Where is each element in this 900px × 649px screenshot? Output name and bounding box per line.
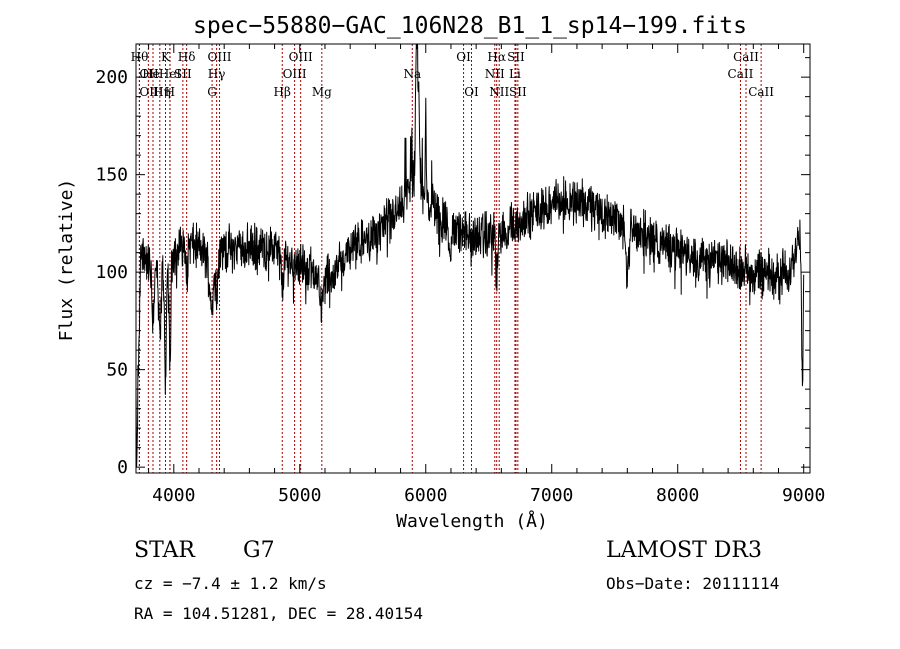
reference-line-label: OI: [456, 50, 471, 64]
x-tick-label: 4000: [152, 485, 195, 506]
chart-title: spec−55880−GAC_106N28_B1_1_sp14−199.fits: [193, 13, 747, 39]
plot-frame: [135, 43, 811, 474]
y-tick-label: 100: [95, 262, 128, 283]
reference-line-label: SII: [509, 85, 527, 99]
x-tick-label: 6000: [404, 485, 447, 506]
reference-line-label: H: [165, 85, 175, 99]
reference-line-label: Mg: [312, 85, 332, 99]
redshift-velocity: cz = −7.4 ± 1.2 km/s: [134, 574, 327, 593]
sky-coordinates: RA = 104.51281, DEC = 28.40154: [134, 604, 423, 623]
y-tick-label: 50: [106, 360, 128, 381]
reference-line-label: Hθ: [131, 50, 149, 64]
reference-line-label: OIII: [207, 50, 231, 64]
y-tick-label: 200: [95, 67, 128, 88]
object-class: STAR: [134, 538, 195, 563]
reference-line-label: OIII: [289, 50, 313, 64]
reference-line-label: Hη: [153, 85, 171, 99]
x-tick-label: 8000: [656, 485, 699, 506]
reference-line-label: CaII: [733, 50, 759, 64]
y-axis-label: Flux (relative): [56, 179, 77, 342]
y-tick-label: 0: [117, 457, 128, 478]
reference-line-label: OIII: [283, 67, 307, 81]
axis-tick-labels: 4000 5000 6000 7000 8000 9000 0 50 100 150 200: [95, 67, 825, 506]
reference-line-label: HeI: [159, 67, 182, 81]
reference-line-label: K: [161, 50, 171, 64]
reference-line-label: He: [142, 67, 160, 81]
spectrum-line: [135, 43, 805, 468]
reference-line-label: Na: [403, 67, 421, 81]
reference-line-label: Hβ: [274, 85, 291, 99]
reference-lines: [138, 44, 762, 473]
spectral-subclass: G7: [243, 538, 275, 563]
reference-line-label: NII: [489, 85, 509, 99]
observation-date: Obs−Date: 20111114: [606, 574, 780, 593]
reference-line-label: Hα: [487, 50, 506, 64]
y-tick-label: 150: [95, 165, 128, 186]
reference-line-label: OIII: [139, 85, 163, 99]
reference-line-label: CaII: [748, 85, 774, 99]
survey-name: LAMOST DR3: [606, 538, 762, 563]
spectrum-series: [135, 43, 805, 468]
reference-line-label: NII: [485, 67, 505, 81]
reference-line-label: G: [207, 85, 217, 99]
reference-line-label: Hδ: [178, 50, 196, 64]
reference-line-label: Li: [509, 67, 521, 81]
reference-line-label: Hγ: [208, 67, 226, 81]
x-tick-label: 9000: [782, 485, 825, 506]
reference-line-label: SII: [507, 50, 525, 64]
reference-line-label: OI: [464, 85, 479, 99]
reference-line-label: CaII: [728, 67, 754, 81]
x-tick-label: 5000: [278, 485, 321, 506]
x-axis-label: Wavelength (Å): [396, 510, 548, 532]
x-tick-label: 7000: [530, 485, 573, 506]
axis-ticks: [136, 44, 810, 473]
reference-line-label: SII: [174, 67, 192, 81]
